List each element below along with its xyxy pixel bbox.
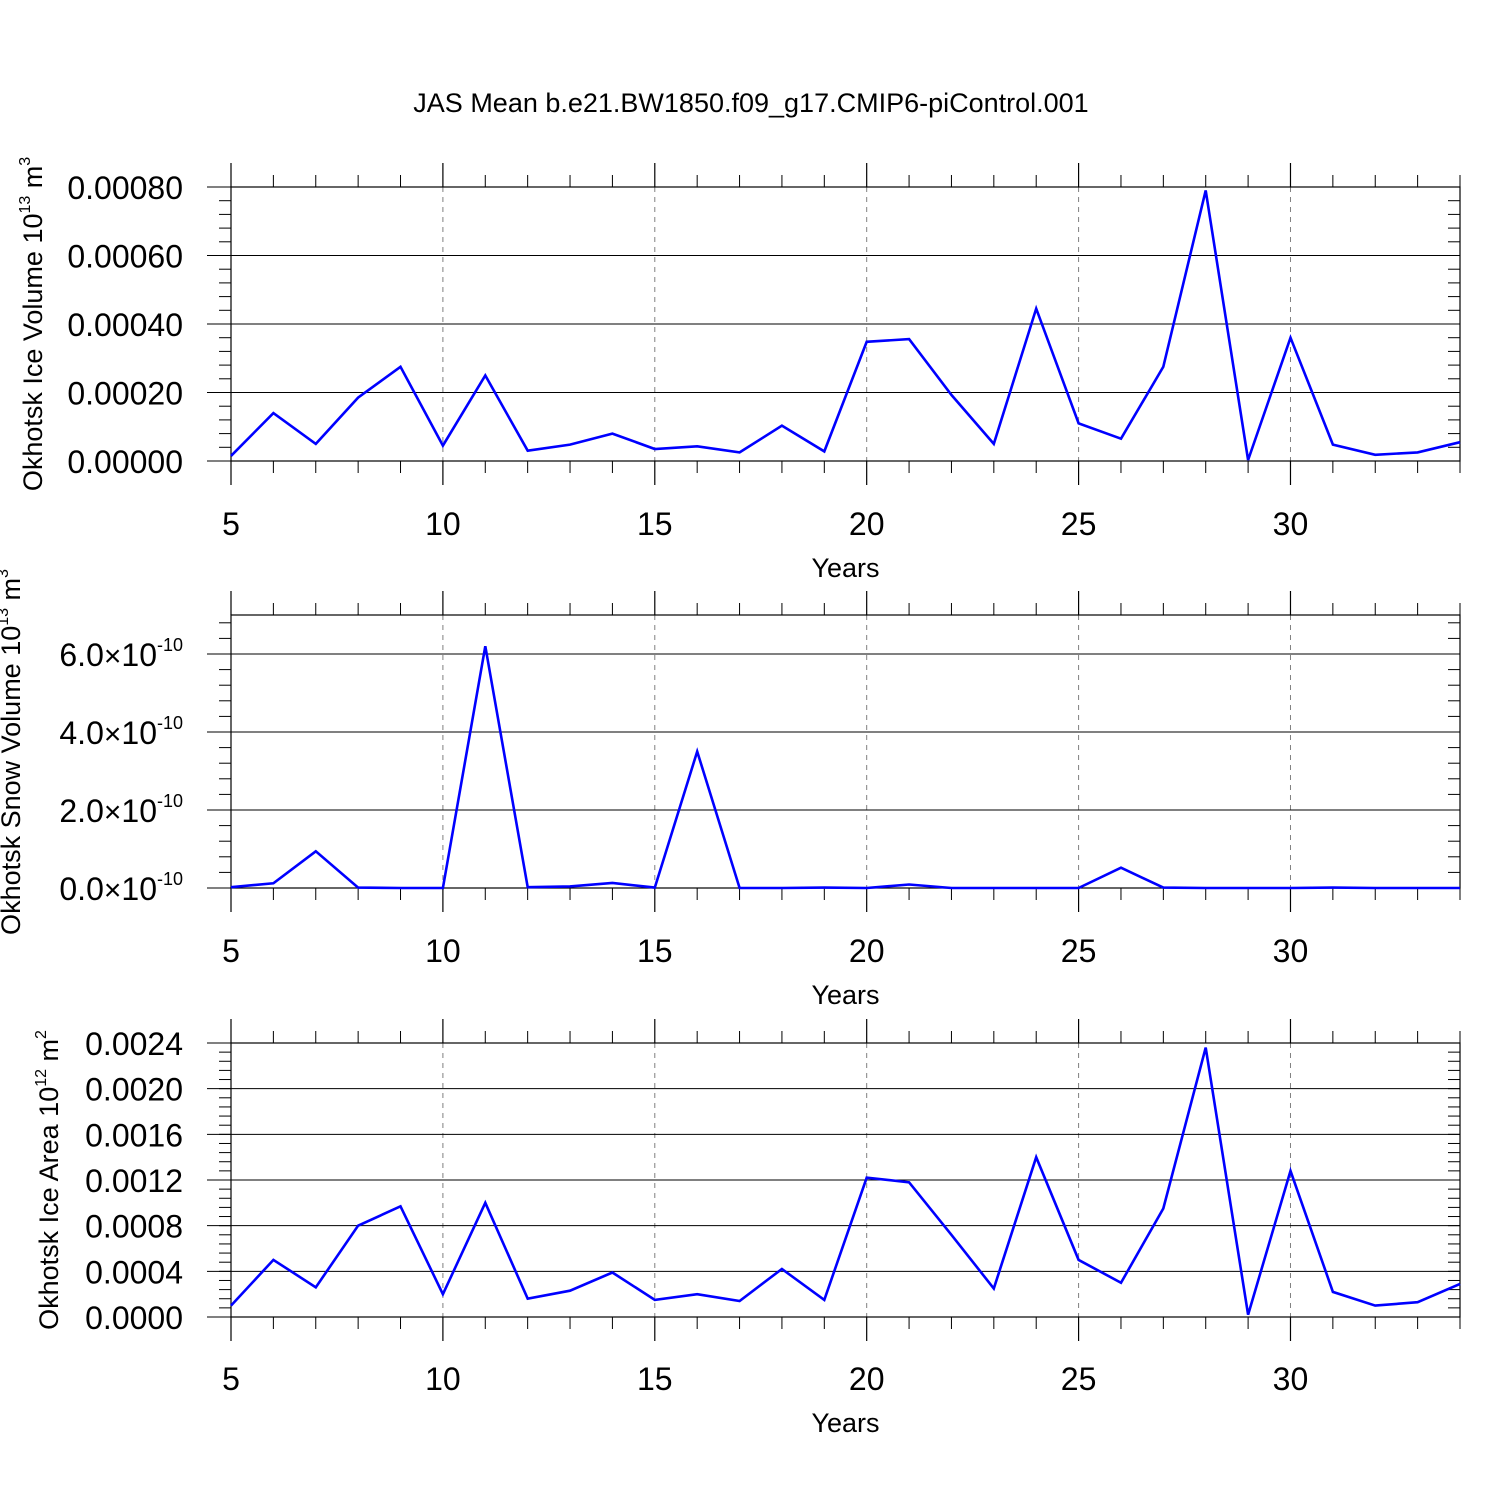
x-tick-label: 15 bbox=[637, 506, 673, 542]
series-line bbox=[230, 1047, 1461, 1316]
x-tick-label: 25 bbox=[1061, 506, 1097, 542]
x-axis-label: Years bbox=[811, 980, 879, 1010]
series-line bbox=[230, 645, 1460, 890]
x-tick-label: 10 bbox=[425, 933, 461, 969]
x-axis-label: Years bbox=[811, 553, 879, 583]
y-axis-label: Okhotsk Ice Area 1012 m2 bbox=[33, 1030, 64, 1330]
figure-title: JAS Mean b.e21.BW1850.f09_g17.CMIP6-piCo… bbox=[413, 88, 1088, 118]
x-tick-label: 20 bbox=[849, 506, 885, 542]
y-tick-label: 0.0000 bbox=[85, 1300, 183, 1336]
y-tick-label: 6.0×10-10 bbox=[59, 635, 183, 673]
y-tick-label: 0.00040 bbox=[67, 307, 183, 343]
y-tick-label: 0.0004 bbox=[85, 1254, 183, 1290]
y-tick-label: 0.00020 bbox=[67, 376, 183, 412]
x-tick-label: 25 bbox=[1061, 933, 1097, 969]
x-tick-label: 15 bbox=[637, 1361, 673, 1397]
series-line bbox=[230, 190, 1461, 461]
y-tick-label: 4.0×10-10 bbox=[59, 713, 183, 751]
y-tick-label: 0.00000 bbox=[67, 444, 183, 480]
y-axis-label: Okhotsk Ice Volume 1013 m3 bbox=[17, 157, 48, 491]
x-tick-label: 10 bbox=[425, 1361, 461, 1397]
panel-ice-volume: 5 10 15 20 25 30 0.00000 0.00020 0.00040 0.00060 0… bbox=[17, 157, 1461, 583]
y-tick-label: 0.0016 bbox=[85, 1117, 183, 1153]
panel-snow-volume: 5 10 15 20 25 30 0.0×10-10 2.0×10-10 4.0×10-10 6.… bbox=[0, 569, 1461, 1010]
y-tick-label: 0.0012 bbox=[85, 1163, 183, 1199]
x-tick-label: 10 bbox=[425, 506, 461, 542]
x-axis-label: Years bbox=[811, 1408, 879, 1438]
x-tick-label: 30 bbox=[1273, 1361, 1309, 1397]
x-tick-label: 20 bbox=[849, 1361, 885, 1397]
y-tick-label: 0.00060 bbox=[67, 239, 183, 275]
y-tick-label: 0.00080 bbox=[67, 170, 183, 206]
x-tick-label: 5 bbox=[222, 933, 240, 969]
y-axis-label: Okhotsk Snow Volume 1013 m3 bbox=[0, 569, 26, 935]
y-tick-label: 0.0008 bbox=[85, 1209, 183, 1245]
x-tick-label: 5 bbox=[222, 506, 240, 542]
y-tick-label: 0.0020 bbox=[85, 1072, 183, 1108]
panel-ice-area: 5 10 15 20 25 30 0.0000 0.0004 0.0008 0.0012 0.001… bbox=[33, 1019, 1461, 1438]
y-tick-label: 2.0×10-10 bbox=[59, 791, 183, 829]
x-tick-label: 30 bbox=[1273, 933, 1309, 969]
x-tick-label: 30 bbox=[1273, 506, 1309, 542]
x-tick-label: 20 bbox=[849, 933, 885, 969]
y-tick-label: 0.0024 bbox=[85, 1026, 183, 1062]
y-tick-label: 0.0×10-10 bbox=[59, 869, 183, 907]
x-tick-label: 5 bbox=[222, 1361, 240, 1397]
x-tick-label: 15 bbox=[637, 933, 673, 969]
x-tick-label: 25 bbox=[1061, 1361, 1097, 1397]
